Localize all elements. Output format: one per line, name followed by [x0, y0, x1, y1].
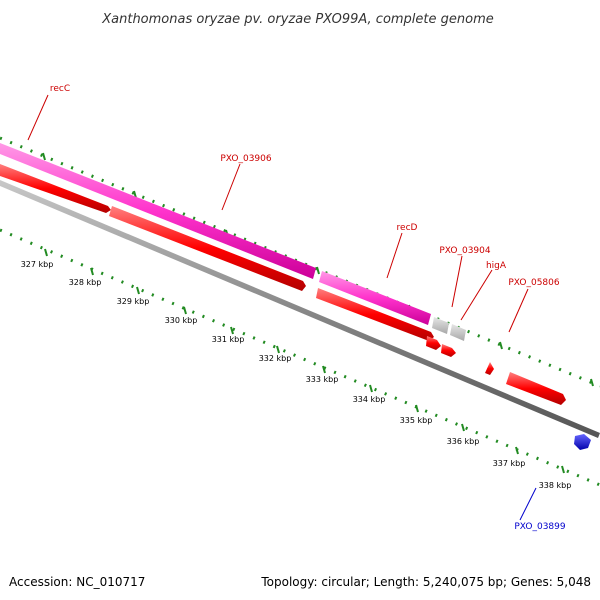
- scale-tick: [276, 345, 280, 354]
- cds-feature-2[interactable]: [109, 206, 306, 291]
- cds-feature-7[interactable]: [506, 372, 566, 405]
- scale-tick: [415, 404, 419, 413]
- gene-label-recD[interactable]: recD: [397, 223, 418, 233]
- inner-scale-track: [0, 228, 600, 487]
- scale-tick: [90, 267, 94, 276]
- scale-label: 329 kbp: [117, 297, 150, 306]
- genome-summary-text: Topology: circular; Length: 5,240,075 bp…: [260, 575, 591, 589]
- cds-feature-4[interactable]: [426, 336, 441, 350]
- scale-tick: [561, 465, 565, 474]
- scale-tick: [461, 423, 465, 432]
- scale-label: 327 kbp: [21, 260, 54, 269]
- map-title: Xanthomonas oryzae pv. oryzae PXO99A, co…: [101, 12, 494, 27]
- scale-label: 334 kbp: [353, 395, 386, 404]
- gene-label-pxo03906[interactable]: PXO_03906: [220, 154, 272, 164]
- major-tick: [42, 152, 46, 161]
- gene-label-pxo03904[interactable]: PXO_03904: [439, 246, 491, 256]
- scale-tick: [183, 306, 187, 315]
- gene-track: [0, 143, 466, 341]
- scale-labels: 327 kbp 328 kbp 329 kbp 330 kbp 331 kbp …: [21, 260, 572, 490]
- gene-label-leaders: [27, 94, 537, 521]
- scale-label: 331 kbp: [212, 335, 245, 344]
- gene-label-recC[interactable]: recC: [50, 84, 70, 94]
- cds-feature-3[interactable]: [316, 288, 434, 341]
- scale-tick: [230, 326, 234, 335]
- scale-label: 338 kbp: [539, 481, 572, 490]
- scale-tick: [136, 286, 140, 295]
- cds-feature-5[interactable]: [441, 344, 456, 357]
- major-tick: [316, 266, 320, 275]
- scale-tick: [369, 384, 373, 393]
- scale-label: 328 kbp: [69, 278, 102, 287]
- scale-label: 333 kbp: [306, 375, 339, 384]
- accession-text: Accession: NC_010717: [9, 575, 145, 589]
- scale-label: 332 kbp: [259, 354, 292, 363]
- recC-gene-feature[interactable]: [0, 143, 316, 279]
- gene-label-pxo03899[interactable]: PXO_03899: [514, 522, 566, 532]
- major-tick: [499, 341, 503, 350]
- cds-feature-6[interactable]: [485, 362, 494, 375]
- scale-label: 335 kbp: [400, 416, 433, 425]
- cds-feature-1[interactable]: [0, 164, 111, 213]
- scale-tick: [515, 446, 519, 455]
- genome-backbone: [0, 180, 600, 438]
- scale-tick: [44, 248, 48, 257]
- gene-label-higA[interactable]: higA: [486, 261, 507, 271]
- gene-label-pxo05806[interactable]: PXO_05806: [508, 278, 560, 288]
- scale-label: 336 kbp: [447, 437, 480, 446]
- cds-track: [0, 164, 566, 405]
- major-tick: [590, 378, 594, 387]
- recD-gene-feature[interactable]: [319, 271, 431, 325]
- scale-tick: [322, 365, 326, 374]
- scale-label: 337 kbp: [493, 459, 526, 468]
- pxo03904-gene-feature[interactable]: [432, 317, 449, 334]
- gene-labels: recC PXO_03906 recD PXO_03904 higA PXO_0…: [50, 84, 566, 532]
- higA-gene-feature[interactable]: [450, 324, 466, 341]
- pxo03899-gene-feature[interactable]: [574, 434, 591, 450]
- scale-label: 330 kbp: [165, 316, 198, 325]
